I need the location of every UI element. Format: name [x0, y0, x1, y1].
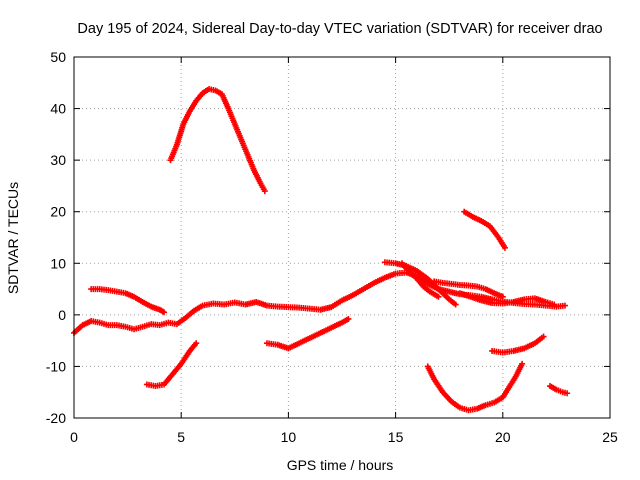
- y-tick-label: 10: [50, 255, 66, 271]
- data-point: [499, 293, 506, 300]
- data-point: [345, 315, 352, 322]
- series-arc-12: [489, 333, 547, 356]
- series-arc-5: [263, 315, 352, 352]
- x-tick-label: 0: [70, 429, 78, 445]
- series-arc-4: [167, 85, 268, 195]
- chart-title: Day 195 of 2024, Sidereal Day-to-day VTE…: [77, 21, 602, 37]
- series-arc-11: [461, 208, 508, 251]
- series-arc-3: [143, 340, 200, 390]
- y-tick-label: 30: [50, 152, 66, 168]
- plot-frame: [73, 56, 611, 419]
- series-arc-9: [456, 290, 558, 308]
- y-tick-label: 20: [50, 204, 66, 220]
- data-point: [501, 244, 508, 251]
- data-point: [564, 390, 571, 397]
- data-point: [540, 333, 547, 340]
- data-point: [435, 293, 442, 300]
- x-tick-label: 15: [388, 429, 404, 445]
- series-arc-8: [431, 278, 506, 300]
- y-tick-label: 50: [50, 49, 66, 65]
- data-point: [561, 302, 568, 309]
- y-tick-label: -10: [46, 358, 66, 374]
- data-point: [261, 188, 268, 195]
- series-arc-10: [424, 360, 526, 414]
- x-tick-label: 25: [602, 429, 618, 445]
- series-arc-7: [399, 260, 442, 300]
- series-arc-2: [88, 286, 168, 316]
- x-tick-label: 20: [495, 429, 511, 445]
- axis-ticks: 0 5 10 15 20 25 -20 -10 0 10 20 30 40 50: [46, 49, 618, 445]
- grid-lines: [74, 57, 610, 418]
- y-axis-label: SDTVAR / TECUs: [5, 182, 21, 294]
- data-point: [519, 360, 526, 367]
- data-point: [452, 301, 459, 308]
- data-point: [551, 301, 558, 308]
- x-tick-label: 5: [177, 429, 185, 445]
- data-point: [193, 340, 200, 347]
- y-tick-label: -20: [46, 410, 66, 426]
- x-tick-label: 10: [281, 429, 297, 445]
- series-arc-13: [546, 383, 571, 397]
- data-point: [161, 309, 168, 316]
- x-axis-label: GPS time / hours: [287, 457, 394, 473]
- y-tick-label: 40: [50, 101, 66, 117]
- y-tick-label: 0: [58, 307, 66, 323]
- data-points: [71, 85, 571, 414]
